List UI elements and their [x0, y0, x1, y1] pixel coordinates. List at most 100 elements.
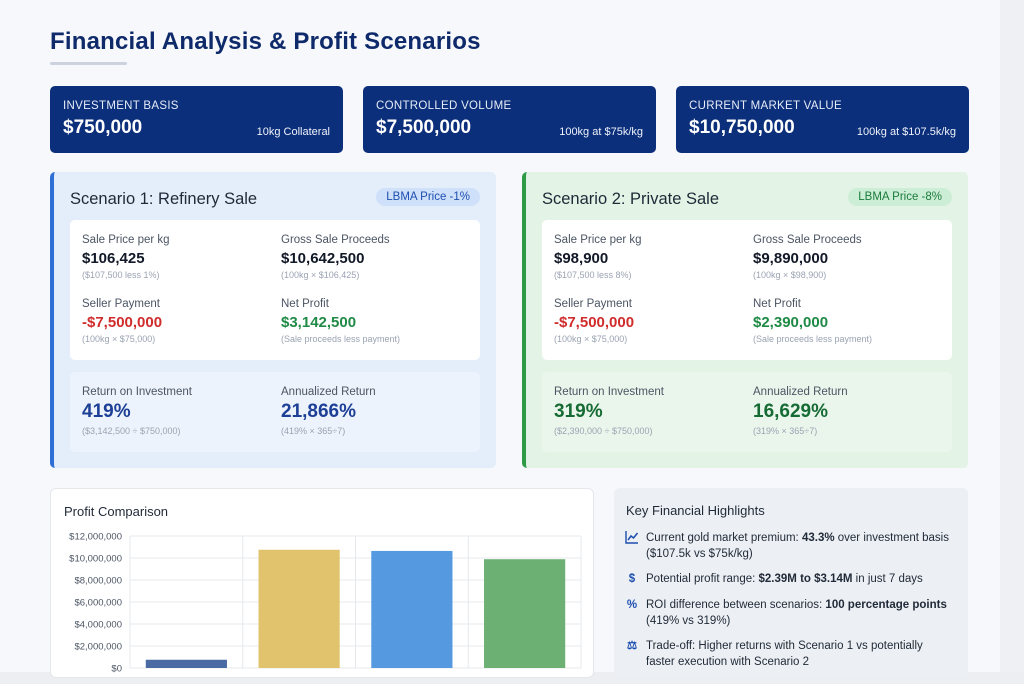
- seller-payment-value: -$7,500,000: [554, 314, 635, 331]
- stat-label: CURRENT MARKET VALUE: [689, 100, 842, 112]
- stat-value: $7,500,000: [376, 117, 472, 138]
- gross-proceeds-cell: Gross Sale Proceeds $9,890,000 (100kg × …: [753, 234, 862, 280]
- y-tick-label: $12,000,000: [69, 532, 122, 543]
- highlight-item: ⚖ Trade-off: Higher returns with Scenari…: [624, 638, 954, 670]
- stat-subtext: 100kg at $107.5k/kg: [856, 126, 956, 138]
- highlight-item: Current gold market premium: 43.3% over …: [624, 530, 954, 562]
- scenario-2-card: Scenario 2: Private Sale LBMA Price -8% …: [522, 172, 968, 468]
- gross-proceeds-value: $9,890,000: [753, 250, 829, 267]
- net-profit-cell: Net Profit $2,390,000 (Sale proceeds les…: [753, 298, 872, 344]
- highlight-text: over investment basis ($107.5k vs $75k/k…: [646, 532, 949, 560]
- stat-value: $750,000: [63, 117, 143, 138]
- net-profit-value: $2,390,000: [753, 314, 829, 331]
- gross-proceeds-value: $10,642,500: [281, 250, 365, 267]
- trend-chart-icon: [624, 530, 640, 549]
- roi-value: 419%: [82, 401, 131, 422]
- scenario-details-panel: Sale Price per kg $106,425 ($107,500 les…: [70, 220, 480, 360]
- highlight-emphasis: $2.39M to $3.14M: [758, 573, 853, 585]
- seller-payment-value: -$7,500,000: [82, 314, 163, 331]
- scenario-1-card: Scenario 1: Refinery Sale LBMA Price -1%…: [50, 172, 496, 468]
- scenario-details-panel: Sale Price per kg $98,900 ($107,500 less…: [542, 220, 952, 360]
- annualized-note: (419% × 365÷7): [281, 426, 346, 436]
- net-profit-note: (Sale proceeds less payment): [753, 334, 873, 344]
- highlight-text: in just 7 days: [852, 573, 923, 585]
- roi-label: Return on Investment: [554, 386, 664, 398]
- profit-comparison-chart: $0 $2,000,000 $4,000,000 $6,000,000 $8,000,0…: [69, 532, 582, 675]
- net-profit-label: Net Profit: [281, 298, 329, 310]
- highlight-item: $ Potential profit range: $2.39M to $3.1…: [624, 571, 954, 587]
- percent-icon: %: [626, 599, 638, 611]
- sale-price-value: $106,425: [82, 250, 145, 267]
- gross-proceeds-cell: Gross Sale Proceeds $10,642,500 (100kg ×…: [281, 234, 390, 280]
- annualized-cell: Annualized Return 16,629% (319% × 365÷7): [753, 386, 848, 436]
- roi-cell: Return on Investment 419% ($3,142,500 ÷ …: [82, 386, 192, 436]
- bar: [145, 659, 227, 668]
- bar: [258, 549, 340, 668]
- y-tick-label: $0: [111, 664, 122, 675]
- highlight-text: Potential profit range:: [646, 573, 759, 585]
- seller-payment-cell: Seller Payment -$7,500,000 (100kg × $75,…: [554, 298, 634, 344]
- net-profit-cell: Net Profit $3,142,500 (Sale proceeds les…: [281, 298, 400, 344]
- annualized-label: Annualized Return: [281, 386, 376, 398]
- scenario-title: Scenario 1: Refinery Sale: [70, 190, 258, 208]
- roi-cell: Return on Investment 319% ($2,390,000 ÷ …: [554, 386, 664, 436]
- y-tick-label: $8,000,000: [74, 576, 122, 587]
- gross-proceeds-label: Gross Sale Proceeds: [281, 234, 390, 246]
- roi-value: 319%: [554, 401, 603, 422]
- y-tick-label: $6,000,000: [74, 598, 122, 609]
- stat-card-investment-basis: INVESTMENT BASIS $750,000 10kg Collatera…: [50, 86, 343, 153]
- y-tick-label: $10,000,000: [69, 554, 122, 565]
- scenario-title: Scenario 2: Private Sale: [542, 190, 720, 208]
- stat-card-controlled-volume: CONTROLLED VOLUME $7,500,000 100kg at $7…: [363, 86, 656, 153]
- roi-label: Return on Investment: [82, 386, 192, 398]
- annualized-note: (319% × 365÷7): [753, 426, 818, 436]
- dollar-icon: $: [628, 573, 636, 585]
- bar: [371, 550, 453, 668]
- sale-price-label: Sale Price per kg: [82, 234, 170, 246]
- seller-payment-label: Seller Payment: [82, 298, 160, 310]
- sale-price-cell: Sale Price per kg $106,425 ($107,500 les…: [82, 234, 170, 280]
- annualized-cell: Annualized Return 21,866% (419% × 365÷7): [281, 386, 376, 436]
- price-badge: LBMA Price -1%: [376, 188, 480, 206]
- seller-payment-note: (100kg × $75,000): [82, 334, 156, 344]
- net-profit-label: Net Profit: [753, 298, 801, 310]
- sale-price-cell: Sale Price per kg $98,900 ($107,500 less…: [554, 234, 642, 280]
- price-badge: LBMA Price -8%: [848, 188, 952, 206]
- chart-title: Profit Comparison: [64, 504, 169, 519]
- stat-label: CONTROLLED VOLUME: [376, 100, 512, 112]
- key-highlights-panel: Key Financial Highlights Current gold ma…: [614, 488, 968, 678]
- highlight-emphasis: 100 percentage points: [825, 599, 947, 611]
- page-title: Financial Analysis & Profit Scenarios: [50, 28, 481, 55]
- scenario-returns-panel: Return on Investment 319% ($2,390,000 ÷ …: [542, 372, 952, 452]
- seller-payment-label: Seller Payment: [554, 298, 632, 310]
- roi-note: ($2,390,000 ÷ $750,000): [554, 426, 653, 436]
- stat-label: INVESTMENT BASIS: [63, 100, 179, 112]
- seller-payment-note: (100kg × $75,000): [554, 334, 628, 344]
- highlight-text: Trade-off: Higher returns with Scenario …: [646, 640, 923, 668]
- scenario-returns-panel: Return on Investment 419% ($3,142,500 ÷ …: [70, 372, 480, 452]
- bar: [484, 559, 566, 668]
- stat-subtext: 10kg Collateral: [256, 126, 330, 138]
- stat-card-market-value: CURRENT MARKET VALUE $10,750,000 100kg a…: [676, 86, 969, 153]
- net-profit-note: (Sale proceeds less payment): [281, 334, 401, 344]
- highlight-item: % ROI difference between scenarios: 100 …: [624, 597, 954, 629]
- stat-value: $10,750,000: [689, 117, 795, 138]
- y-tick-label: $2,000,000: [74, 642, 122, 653]
- gross-proceeds-note: (100kg × $106,425): [281, 270, 360, 280]
- annualized-value: 21,866%: [281, 401, 357, 422]
- net-profit-value: $3,142,500: [281, 314, 357, 331]
- annualized-label: Annualized Return: [753, 386, 848, 398]
- gross-proceeds-note: (100kg × $98,900): [753, 270, 827, 280]
- highlight-text: (419% vs 319%): [646, 615, 731, 627]
- annualized-value: 16,629%: [753, 401, 829, 422]
- sale-price-label: Sale Price per kg: [554, 234, 642, 246]
- seller-payment-cell: Seller Payment -$7,500,000 (100kg × $75,…: [82, 298, 162, 344]
- profit-comparison-chart-card: $0 $2,000,000 $4,000,000 $6,000,000 $8,000,0…: [50, 488, 594, 678]
- highlight-text: ROI difference between scenarios:: [646, 599, 826, 611]
- gross-proceeds-label: Gross Sale Proceeds: [753, 234, 862, 246]
- window-right-edge: [1000, 0, 1024, 684]
- highlight-text: Current gold market premium:: [646, 532, 802, 544]
- y-tick-label: $4,000,000: [74, 620, 122, 631]
- balance-scale-icon: ⚖: [626, 640, 638, 652]
- sale-price-note: ($107,500 less 1%): [82, 270, 160, 280]
